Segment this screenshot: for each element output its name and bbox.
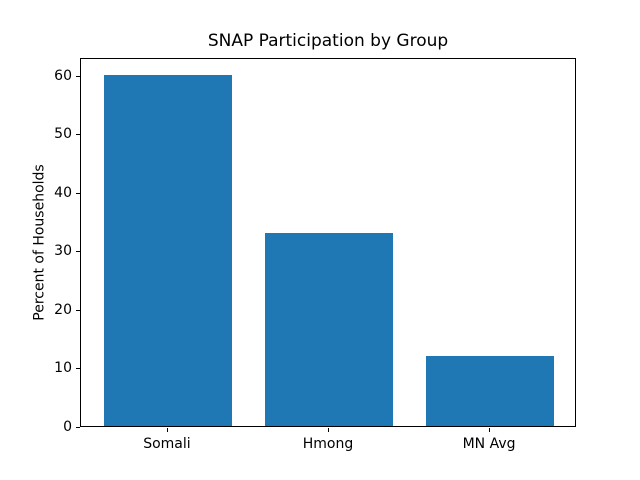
x-tick-label: MN Avg <box>462 436 516 452</box>
y-tick-label: 40 <box>54 184 72 201</box>
y-tick-mark <box>76 251 80 253</box>
y-tick-mark <box>76 134 80 136</box>
y-tick-mark <box>76 427 80 428</box>
y-tick-mark <box>76 192 80 194</box>
y-tick-label: 30 <box>54 243 72 260</box>
y-tick-label: 20 <box>54 301 72 318</box>
y-tick-label: 60 <box>54 67 72 84</box>
x-tick-label: Hmong <box>302 436 354 452</box>
y-tick-label: 10 <box>54 360 72 377</box>
chart-title: SNAP Participation by Group <box>207 31 449 51</box>
bar-somali <box>103 74 233 426</box>
plot-area <box>80 58 576 427</box>
y-tick-mark <box>76 309 80 311</box>
y-tick-label: 50 <box>54 126 72 143</box>
bar-mn-avg <box>425 355 555 426</box>
bar-hmong <box>264 232 394 426</box>
x-tick-mark <box>489 428 491 432</box>
x-tick-mark <box>166 428 168 432</box>
y-tick-label: 0 <box>63 419 72 435</box>
y-tick-mark <box>76 75 80 77</box>
x-tick-label: Somali <box>143 436 191 452</box>
x-tick-mark <box>328 428 329 432</box>
y-tick-mark <box>76 368 80 370</box>
